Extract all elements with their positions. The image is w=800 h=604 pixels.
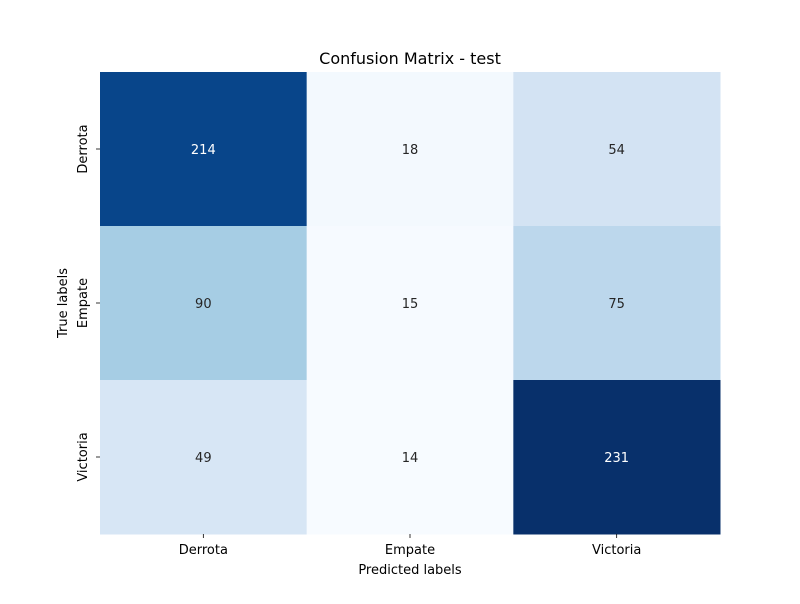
x-axis-label: Predicted labels [358,563,462,578]
y-tick-label: Empate [76,278,91,328]
y-axis-ticks: Derrota Empate Victoria [76,124,100,482]
heatmap-cell [306,226,514,381]
x-tick-label: Empate [385,543,435,558]
cell-value-label: 49 [195,451,212,466]
heatmap-cell [100,380,308,535]
y-tick-label: Victoria [76,432,91,481]
cell-value-label: 75 [608,297,625,312]
cell-value-label: 231 [604,451,629,466]
heatmap-cell [100,72,308,227]
cell-value-label: 18 [402,143,419,158]
cell-value-label: 90 [195,297,212,312]
heatmap-cell [306,72,514,227]
heatmap-cells: 214 18 54 90 15 75 49 14 231 [100,72,721,535]
x-tick-label: Victoria [592,543,641,558]
y-tick-label: Derrota [76,124,91,173]
x-axis-ticks: Derrota Empate Victoria [179,534,641,558]
chart-title: Confusion Matrix - test [319,49,501,68]
heatmap-cell [513,72,721,227]
heatmap-cell [513,380,721,535]
cell-value-label: 15 [402,297,419,312]
cell-value-label: 54 [608,143,625,158]
cell-value-label: 214 [191,143,216,158]
cell-value-label: 14 [402,451,419,466]
heatmap-cell [306,380,514,535]
y-axis-label: True labels [56,268,71,339]
heatmap-cell [513,226,721,381]
x-tick-label: Derrota [179,543,228,558]
heatmap-cell [100,226,308,381]
